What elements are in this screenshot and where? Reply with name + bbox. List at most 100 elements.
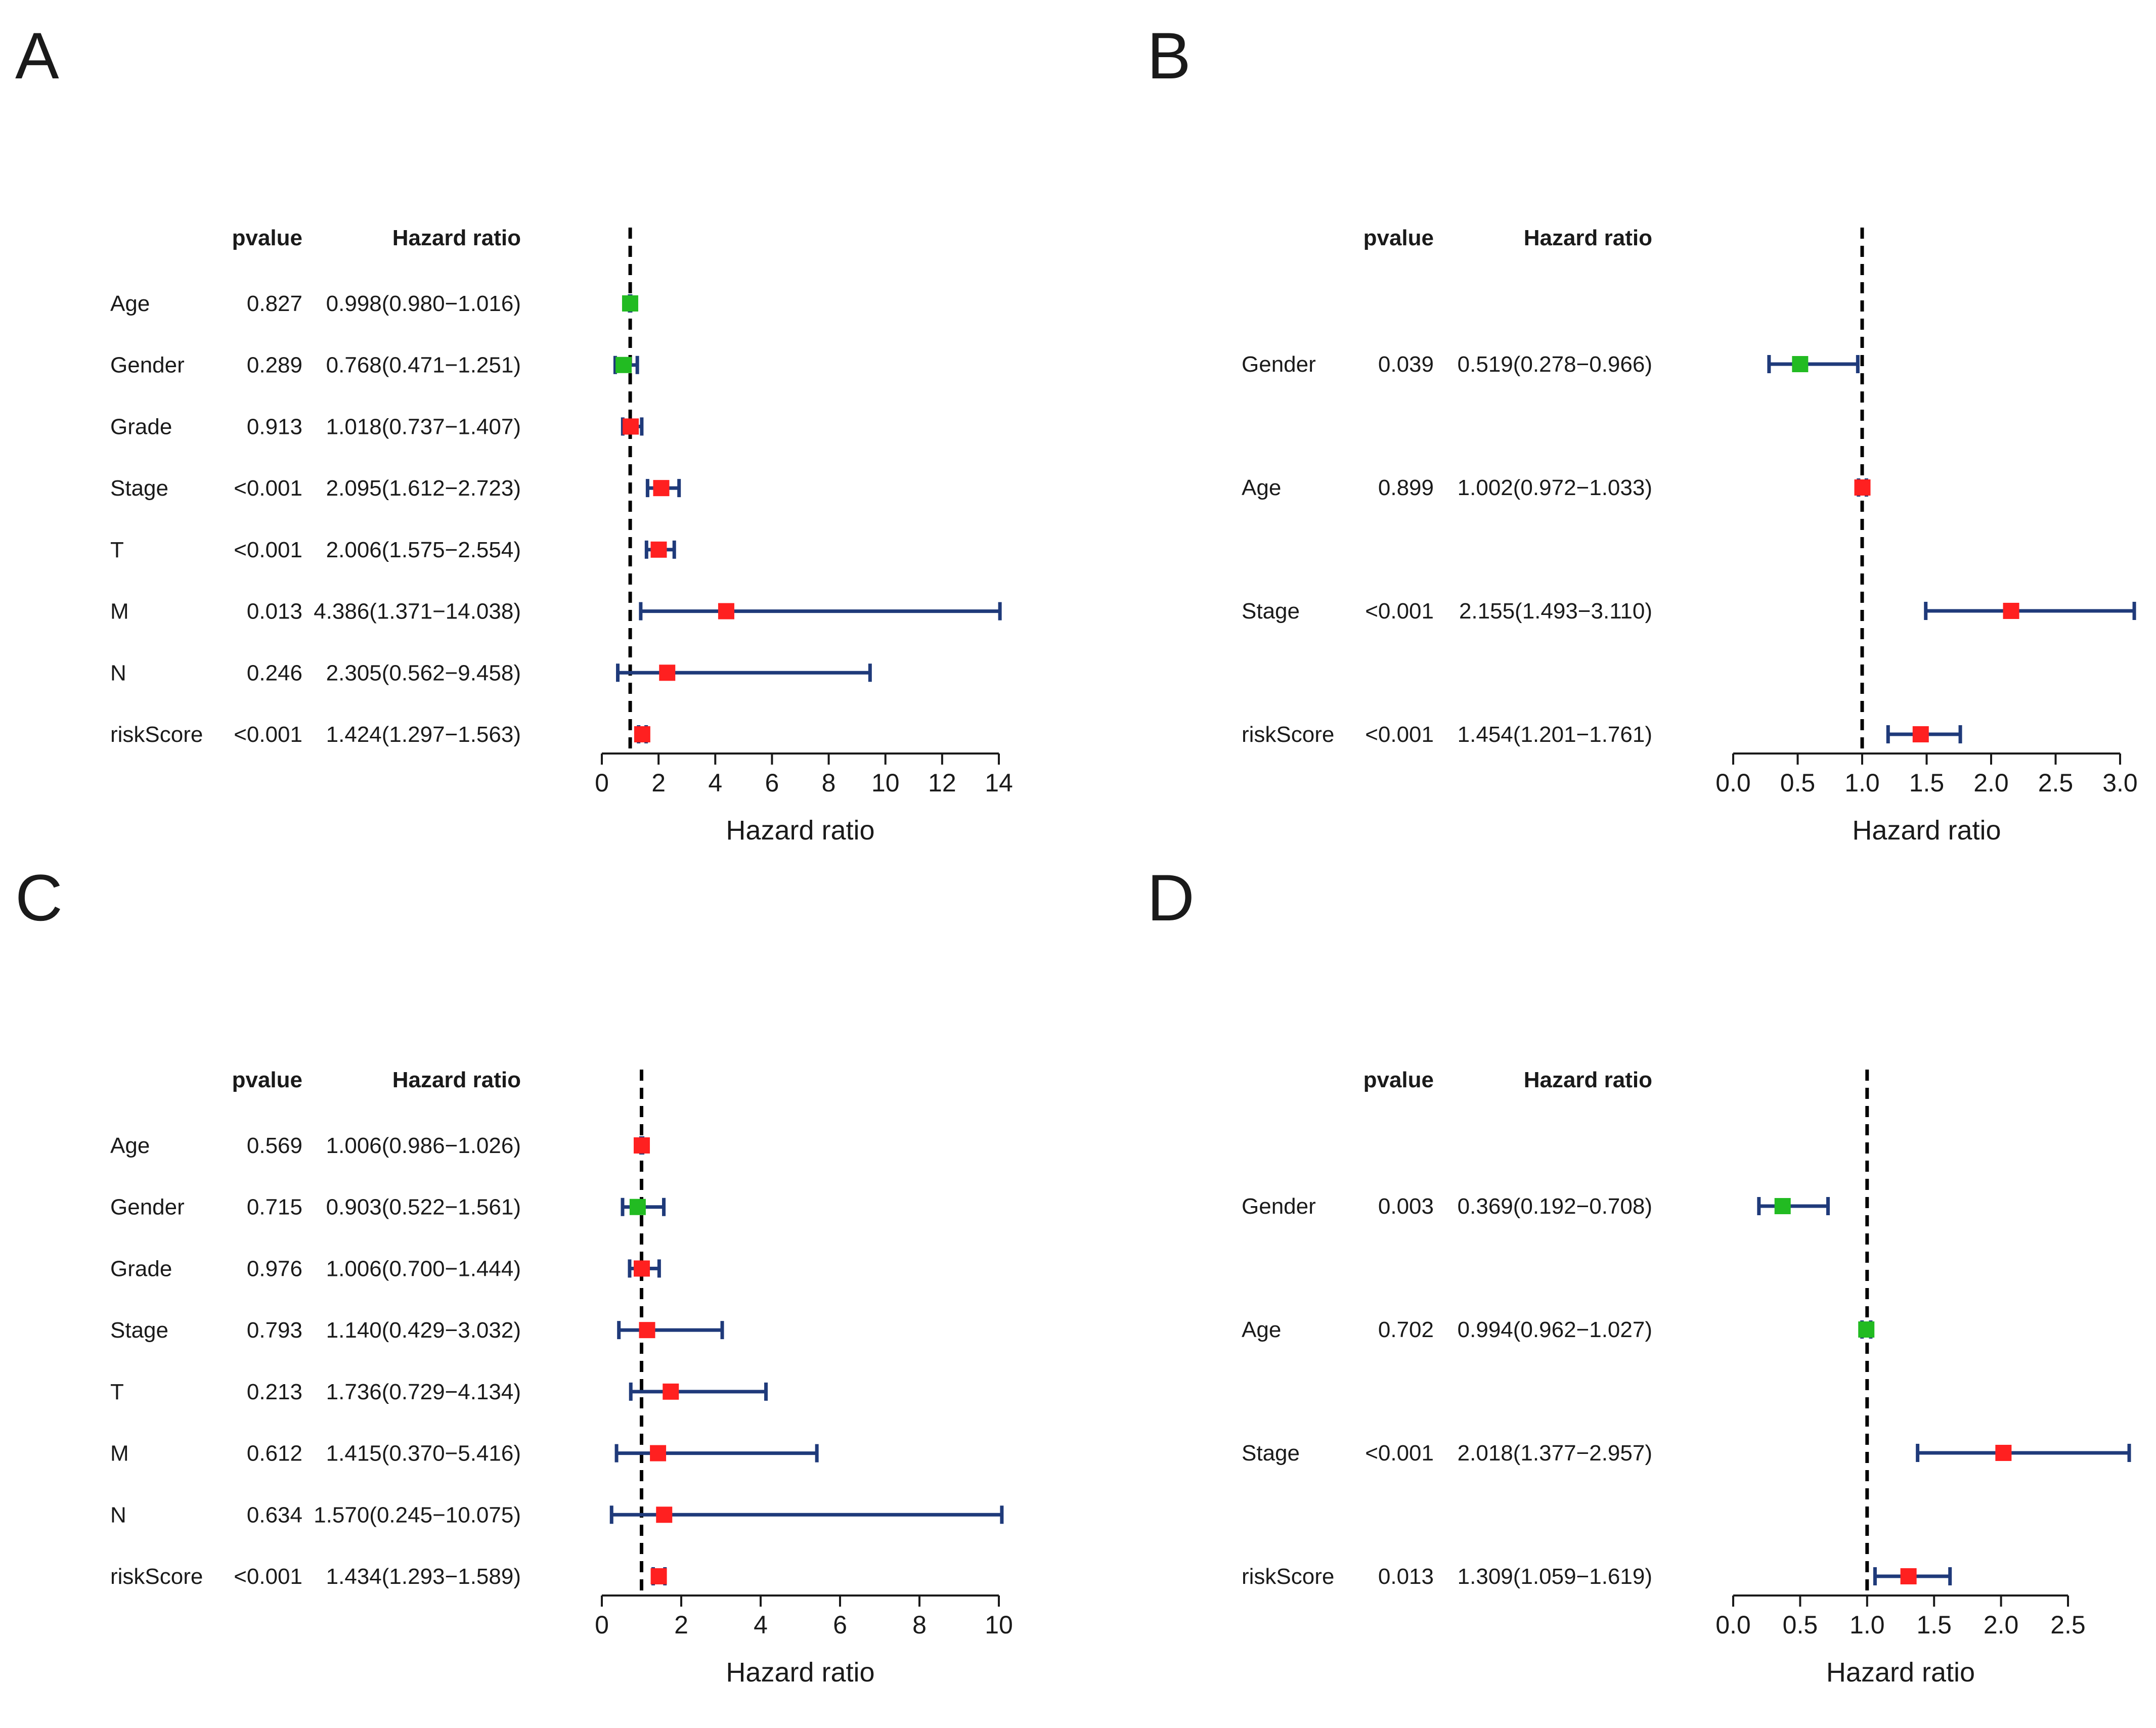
pvalue-value: <0.001 [1365,1441,1434,1466]
table-row: Age 0.899 1.002(0.972−1.033) [1242,475,1871,500]
hazard-ratio-value: 2.018(1.377−2.957) [1458,1441,1652,1466]
hr-point [1792,356,1809,372]
variable-label: Age [110,1133,150,1158]
variable-label: Age [1242,1317,1281,1342]
pvalue-value: 0.013 [1378,1564,1434,1589]
hazard-ratio-value: 1.006(0.700−1.444) [326,1256,521,1281]
x-tick-label: 1.0 [1844,769,1880,797]
hr-point [659,664,676,681]
x-axis-title: Hazard ratio [726,815,874,846]
hazard-ratio-value: 2.155(1.493−3.110) [1459,599,1652,624]
variable-label: Stage [1242,599,1300,624]
hazard-ratio-value: 0.998(0.980−1.016) [326,291,521,316]
pvalue-value: 0.715 [247,1195,302,1220]
pvalue-value: <0.001 [234,538,302,562]
table-row: M 0.013 4.386(1.371−14.038) [110,599,1002,624]
hazard-ratio-value: 4.386(1.371−14.038) [314,599,521,624]
x-tick-label: 6 [833,1611,847,1639]
table-row: riskScore <0.001 1.454(1.201−1.761) [1242,722,1962,747]
x-tick-label: 0.0 [1715,1611,1751,1639]
x-tick-label: 1.0 [1850,1611,1885,1639]
hazard-ratio-value: 2.095(1.612−2.723) [326,476,521,501]
hr-point [2003,603,2019,619]
hazard-ratio-value: 0.519(0.278−0.966) [1458,352,1652,377]
hr-point [650,541,667,558]
x-axis-title: Hazard ratio [1826,1657,1975,1688]
x-tick-label: 2 [674,1611,688,1639]
variable-label: N [110,660,126,685]
hazard-ratio-value: 1.424(1.297−1.563) [326,722,521,747]
hr-point [1912,726,1929,742]
pvalue-value: 0.569 [247,1133,302,1158]
pvalue-value: 0.013 [247,599,302,624]
x-tick-label: 0.5 [1780,769,1816,797]
table-row: Stage 0.793 1.140(0.429−3.032) [110,1318,724,1343]
hazard-ratio-header: Hazard ratio [1524,1068,1652,1092]
variable-label: riskScore [110,1564,203,1589]
hazard-ratio-value: 1.454(1.201−1.761) [1458,722,1652,747]
pvalue-value: <0.001 [234,476,302,501]
x-tick-label: 6 [765,769,779,797]
variable-label: N [110,1502,126,1527]
table-row: riskScore 0.013 1.309(1.059−1.619) [1242,1564,1952,1589]
x-tick-label: 8 [822,769,836,797]
variable-label: Gender [110,1195,185,1220]
hazard-ratio-value: 1.570(0.245−10.075) [314,1502,521,1527]
hazard-ratio-value: 1.415(0.370−5.416) [326,1441,521,1466]
pvalue-value: <0.001 [1365,599,1434,624]
table-row: riskScore <0.001 1.434(1.293−1.589) [110,1564,667,1589]
pvalue-value: 0.793 [247,1318,302,1343]
pvalue-header: pvalue [232,1068,302,1092]
table-row: Grade 0.976 1.006(0.700−1.444) [110,1256,661,1281]
x-tick-label: 0 [595,1611,609,1639]
x-tick-label: 0.0 [1715,769,1751,797]
hazard-ratio-value: 1.434(1.293−1.589) [326,1564,521,1589]
pvalue-value: 0.289 [247,353,302,378]
variable-label: M [110,1441,129,1466]
x-tick-label: 2.0 [1984,1611,2019,1639]
pvalue-value: 0.913 [247,414,302,439]
x-tick-label: 1.5 [1916,1611,1952,1639]
variable-label: Stage [110,1318,168,1343]
variable-label: Gender [1242,352,1316,377]
hazard-ratio-value: 2.006(1.575−2.554) [326,538,521,562]
variable-label: riskScore [1242,1564,1334,1589]
pvalue-value: 0.827 [247,291,302,316]
x-tick-label: 12 [928,769,956,797]
pvalue-header: pvalue [232,226,302,250]
hr-point [629,1199,646,1215]
panel-label: C [15,861,63,935]
pvalue-value: <0.001 [1365,722,1434,747]
pvalue-header: pvalue [1363,1068,1434,1092]
table-row: riskScore <0.001 1.424(1.297−1.563) [110,722,650,747]
hr-point [623,418,639,435]
table-row: Age 0.702 0.994(0.962−1.027) [1242,1317,1875,1342]
variable-label: Gender [110,353,185,378]
pvalue-value: 0.702 [1378,1317,1434,1342]
table-row: Age 0.827 0.998(0.980−1.016) [110,291,638,316]
x-tick-label: 1.5 [1909,769,1945,797]
hazard-ratio-value: 1.006(0.986−1.026) [326,1133,521,1158]
pvalue-value: 0.003 [1378,1194,1434,1219]
table-row: T <0.001 2.006(1.575−2.554) [110,538,676,562]
x-tick-label: 2.5 [2050,1611,2086,1639]
hr-point [1995,1445,2012,1461]
panel-label: D [1147,861,1195,935]
pvalue-value: 0.213 [247,1380,302,1404]
hr-point [1854,479,1871,496]
hr-point [622,295,638,312]
variable-label: T [110,1380,124,1404]
hr-point [650,1445,667,1461]
pvalue-value: <0.001 [234,722,302,747]
variable-label: Gender [1242,1194,1316,1219]
hazard-ratio-value: 1.140(0.429−3.032) [326,1318,521,1343]
hazard-ratio-value: 2.305(0.562−9.458) [326,660,521,685]
variable-label: riskScore [110,722,203,747]
x-tick-label: 10 [871,769,900,797]
table-row: Stage <0.001 2.095(1.612−2.723) [110,476,681,501]
hazard-ratio-value: 1.002(0.972−1.033) [1458,475,1652,500]
x-axis-title: Hazard ratio [1852,815,2001,846]
